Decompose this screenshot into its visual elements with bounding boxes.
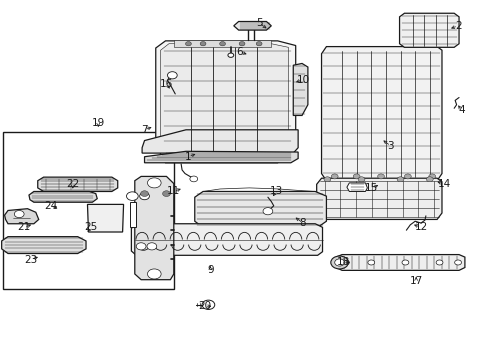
Text: 20: 20 [198,301,211,311]
Text: 2: 2 [454,21,461,31]
Polygon shape [131,224,322,255]
Circle shape [147,269,161,279]
Circle shape [263,208,272,215]
Text: 19: 19 [91,118,104,128]
Polygon shape [142,130,298,153]
Circle shape [396,177,403,182]
Circle shape [357,177,364,182]
Circle shape [454,260,461,265]
Text: 23: 23 [24,255,38,265]
Text: 11: 11 [167,186,180,197]
Text: 21: 21 [18,222,31,232]
Circle shape [167,72,177,79]
Text: 12: 12 [413,222,427,232]
Circle shape [401,260,408,265]
Polygon shape [38,177,118,192]
Text: 25: 25 [84,222,97,232]
Text: 5: 5 [255,18,262,28]
Polygon shape [156,41,295,163]
Text: 22: 22 [66,179,80,189]
Circle shape [324,177,330,182]
Text: 6: 6 [236,46,243,57]
Circle shape [239,41,244,46]
Circle shape [334,259,344,266]
Polygon shape [321,46,441,181]
Text: 3: 3 [386,141,393,151]
Text: 18: 18 [336,257,349,267]
Text: 8: 8 [299,218,305,228]
Polygon shape [160,44,288,158]
Circle shape [330,256,347,269]
Polygon shape [293,63,307,116]
Text: 1: 1 [185,152,191,162]
Circle shape [141,191,148,197]
Circle shape [342,260,348,265]
Polygon shape [130,202,136,227]
Polygon shape [399,13,458,47]
Circle shape [126,192,138,201]
Circle shape [377,174,384,179]
Circle shape [147,178,161,188]
Text: 7: 7 [141,125,147,135]
Circle shape [200,41,205,46]
Polygon shape [346,183,366,192]
Circle shape [202,300,214,310]
Circle shape [136,243,146,250]
Bar [3,132,173,289]
Polygon shape [233,22,271,30]
Circle shape [367,260,374,265]
Circle shape [189,176,197,182]
Polygon shape [335,255,464,270]
Circle shape [352,174,359,179]
Circle shape [435,260,442,265]
Text: 17: 17 [408,276,422,286]
Text: 14: 14 [437,179,450,189]
Circle shape [140,193,149,200]
Polygon shape [4,209,39,224]
Polygon shape [316,178,441,220]
Polygon shape [87,204,123,232]
Text: 10: 10 [296,75,309,85]
Text: 13: 13 [269,186,282,197]
Circle shape [404,174,410,179]
Text: 9: 9 [206,265,213,275]
Circle shape [227,53,233,57]
Circle shape [219,41,225,46]
Circle shape [185,41,191,46]
Circle shape [147,243,157,250]
Polygon shape [194,192,326,227]
Circle shape [256,41,262,46]
Polygon shape [144,151,298,163]
Text: 24: 24 [44,201,57,211]
Circle shape [162,191,170,197]
Text: 15: 15 [364,183,377,193]
Circle shape [426,177,432,182]
Circle shape [14,211,24,218]
Circle shape [428,174,435,179]
Circle shape [330,174,337,179]
Text: 16: 16 [160,79,173,89]
Polygon shape [1,237,86,253]
Polygon shape [135,176,173,280]
Text: 4: 4 [457,105,464,115]
Polygon shape [29,192,97,202]
Polygon shape [173,40,271,47]
